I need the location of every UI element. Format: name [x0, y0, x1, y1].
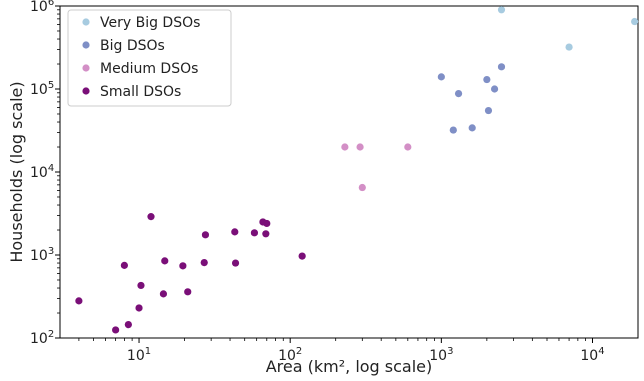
data-point [490, 85, 499, 93]
data-point [75, 297, 83, 305]
data-point [483, 75, 491, 84]
legend-label: Very Big DSOs [100, 15, 200, 31]
legend-label: Small DSOs [100, 84, 181, 100]
legend-marker [82, 41, 90, 49]
x-tick-label: 102 [278, 346, 302, 364]
x-axis-ticks: 101 102 103 104 [78, 338, 605, 364]
data-point [437, 73, 445, 81]
legend-marker [82, 18, 90, 26]
y-axis-label: Households (log scale) [7, 81, 26, 262]
data-point [298, 252, 306, 260]
data-point [449, 126, 457, 134]
data-point [231, 259, 240, 267]
data-point [404, 143, 412, 151]
data-point [161, 257, 169, 265]
data-point [200, 258, 208, 267]
data-point [468, 124, 476, 132]
x-tick-label: 101 [127, 346, 151, 364]
data-point [497, 6, 506, 14]
data-point [631, 17, 639, 26]
legend-label: Big DSOs [100, 38, 165, 54]
legend-label: Medium DSOs [100, 61, 198, 77]
legend-marker [82, 64, 90, 72]
x-tick-label: 104 [580, 346, 604, 364]
y-tick-label: 102 [30, 329, 54, 347]
data-point [356, 143, 364, 151]
data-point [137, 281, 145, 290]
data-point [159, 290, 168, 298]
data-point [124, 321, 132, 329]
data-point [250, 229, 259, 237]
x-tick-label: 103 [429, 346, 453, 364]
y-axis-ticks: 102 103 104 105 106 [30, 0, 60, 347]
data-point [565, 43, 573, 51]
data-point [179, 262, 187, 270]
data-point [341, 143, 349, 151]
data-point [484, 106, 493, 115]
y-tick-label: 105 [30, 80, 54, 98]
data-point [112, 326, 120, 334]
data-point [201, 231, 210, 239]
data-point [358, 183, 366, 192]
data-points [75, 6, 639, 334]
data-point [262, 230, 270, 238]
data-point [147, 213, 155, 221]
legend: Very Big DSOs Big DSOs Medium DSOs Small DS… [67, 9, 232, 107]
data-point [135, 304, 143, 312]
y-tick-label: 103 [30, 246, 54, 264]
legend-marker [82, 87, 90, 95]
data-point [231, 228, 239, 236]
data-point [454, 90, 463, 98]
data-point [184, 288, 192, 296]
data-point [497, 63, 506, 71]
y-tick-label: 104 [30, 163, 54, 181]
data-point [263, 219, 271, 228]
data-point [120, 261, 128, 269]
legend-box [67, 9, 232, 107]
x-axis-label: Area (km², log scale) [266, 357, 433, 376]
y-tick-label: 106 [30, 0, 54, 15]
